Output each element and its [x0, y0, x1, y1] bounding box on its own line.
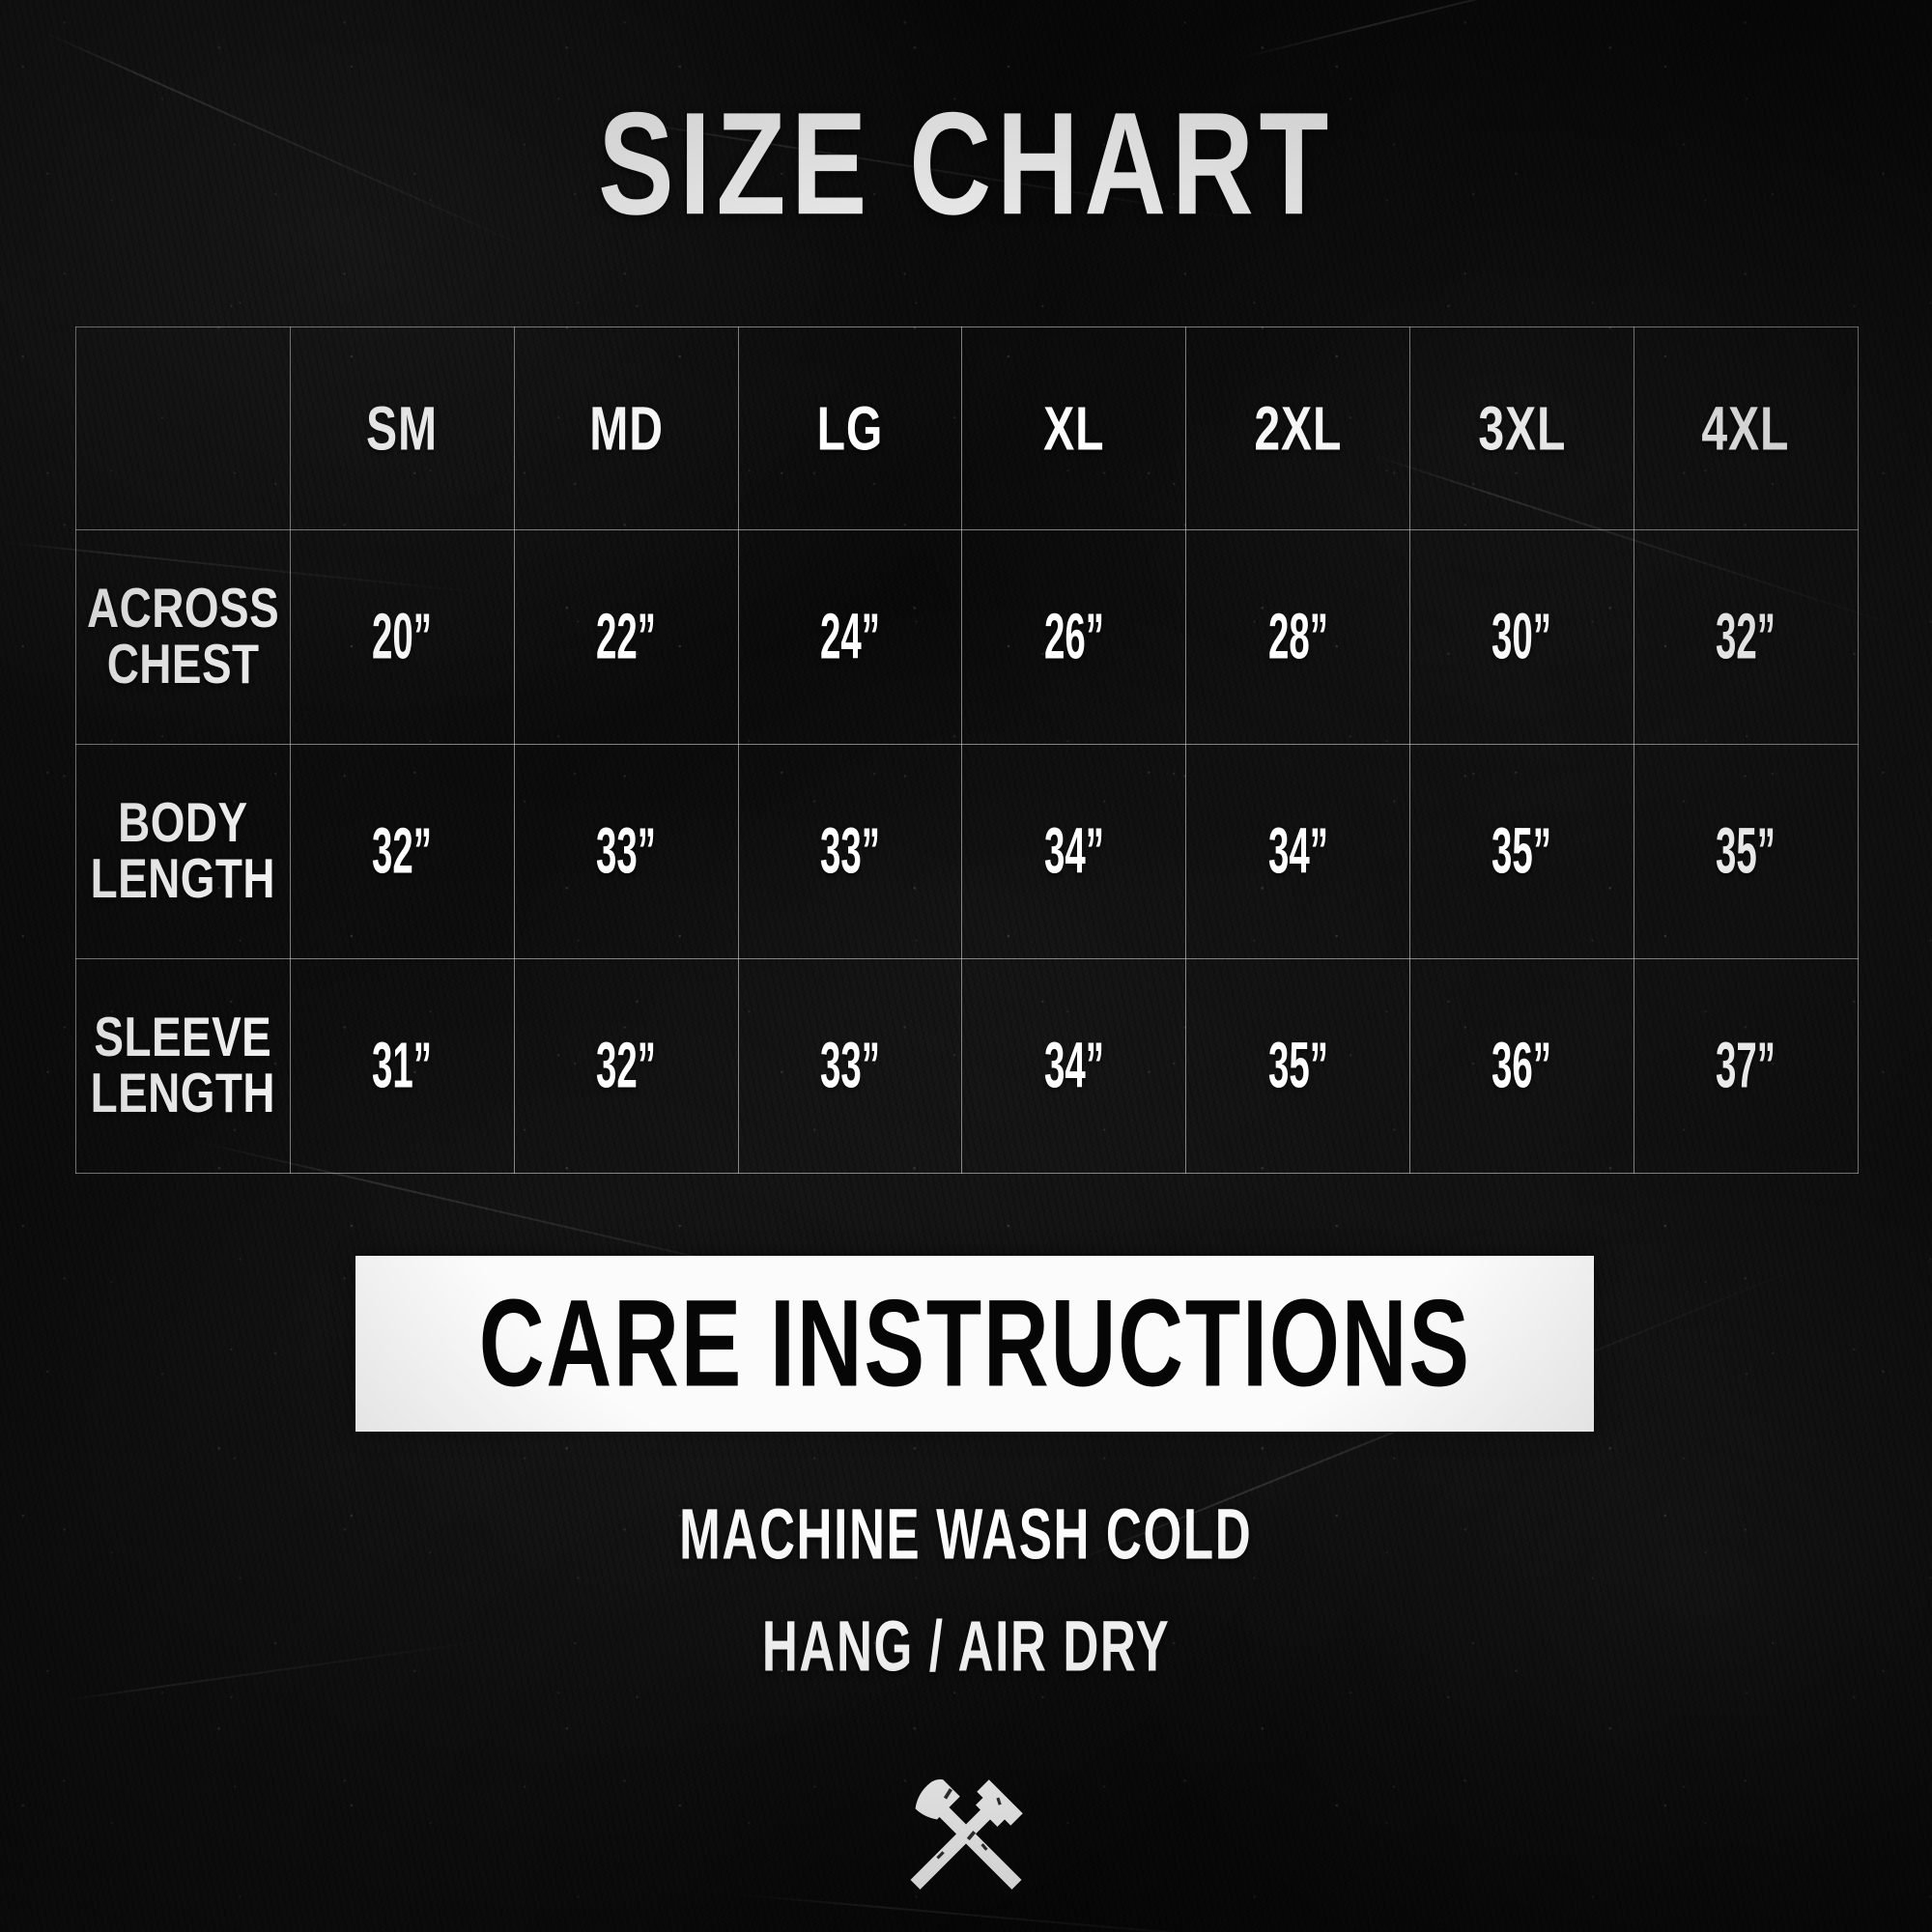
cell-across-chest-xl: 26” [961, 529, 1187, 745]
measure-value: 24” [819, 601, 880, 673]
cell-across-chest-4xl: 32” [1633, 529, 1859, 745]
measure-value: 33” [819, 815, 880, 888]
measure-value: 26” [1043, 601, 1104, 673]
cell-sleeve-length-lg: 33” [737, 958, 963, 1174]
size-label-sm: SM [366, 393, 439, 464]
table-header-row: SM MD LG XL 2XL 3XL 4XL [75, 327, 1859, 530]
measure-value: 34” [1043, 815, 1104, 888]
table-header-cell-3xl: 3XL [1408, 327, 1634, 530]
table-row-across-chest: ACROSS CHEST 20” 22” 24” 26” 28” 30” 32” [75, 529, 1859, 745]
measure-value: 34” [1267, 815, 1328, 888]
row-label-line2: LENGTH [90, 848, 276, 910]
table-header-cell-md: MD [513, 327, 739, 530]
row-label-across-chest: ACROSS CHEST [75, 529, 291, 745]
care-instructions-banner: CARE INSTRUCTIONS [355, 1256, 1594, 1432]
measure-value: 22” [596, 601, 657, 673]
size-label-md: MD [588, 393, 664, 464]
cell-body-length-4xl: 35” [1633, 744, 1859, 959]
measure-value: 37” [1716, 1030, 1776, 1102]
cell-across-chest-2xl: 28” [1185, 529, 1410, 745]
row-label-sleeve-length: SLEEVE LENGTH [75, 958, 291, 1174]
cell-body-length-lg: 33” [737, 744, 963, 959]
table-header-cell-2xl: 2XL [1185, 327, 1410, 530]
care-instructions-title: CARE INSTRUCTIONS [478, 1274, 1471, 1412]
row-label-text: BODY LENGTH [91, 795, 275, 908]
measure-value: 31” [372, 1030, 433, 1102]
table-row-body-length: BODY LENGTH 32” 33” 33” 34” 34” 35” 35” [75, 744, 1859, 959]
cell-body-length-3xl: 35” [1408, 744, 1634, 959]
cell-sleeve-length-2xl: 35” [1185, 958, 1410, 1174]
table-row-sleeve-length: SLEEVE LENGTH 31” 32” 33” 34” 35” 36” 37… [75, 958, 1859, 1174]
size-label-2xl: 2XL [1254, 393, 1343, 464]
page-title: SIZE CHART [598, 82, 1334, 246]
size-label-xl: XL [1043, 393, 1105, 464]
size-label-lg: LG [816, 393, 884, 464]
row-label-line1: BODY [118, 791, 248, 854]
care-instruction-line-2: HANG / AIR DRY [0, 1610, 1932, 1682]
row-label-line1: ACROSS [87, 577, 280, 639]
cell-sleeve-length-sm: 31” [290, 958, 515, 1174]
cell-body-length-2xl: 34” [1185, 744, 1410, 959]
measure-value: 20” [372, 601, 433, 673]
crossed-axe-hammer-icon [894, 1764, 1038, 1909]
measure-value: 36” [1492, 1030, 1552, 1102]
measure-value: 33” [596, 815, 657, 888]
cell-body-length-sm: 32” [290, 744, 515, 959]
measure-value: 35” [1716, 815, 1776, 888]
cell-across-chest-3xl: 30” [1408, 529, 1634, 745]
row-label-line2: LENGTH [90, 1063, 276, 1124]
measure-value: 33” [819, 1030, 880, 1102]
table-header-cell-sm: SM [290, 327, 515, 530]
size-label-4xl: 4XL [1701, 393, 1790, 464]
table-corner-cell [75, 327, 291, 530]
cell-across-chest-md: 22” [513, 529, 739, 745]
measure-value: 32” [372, 815, 433, 888]
measure-value: 28” [1267, 601, 1328, 673]
size-label-3xl: 3XL [1477, 393, 1566, 464]
table-header-cell-lg: LG [737, 327, 963, 530]
cell-across-chest-sm: 20” [290, 529, 515, 745]
cell-sleeve-length-4xl: 37” [1633, 958, 1859, 1174]
measure-value: 32” [596, 1030, 657, 1102]
table-header-cell-xl: XL [961, 327, 1187, 530]
table-header-cell-4xl: 4XL [1633, 327, 1859, 530]
cell-sleeve-length-xl: 34” [961, 958, 1187, 1174]
care-instruction-text: HANG / AIR DRY [761, 1605, 1171, 1687]
measure-value: 32” [1716, 601, 1776, 673]
row-label-text: ACROSS CHEST [87, 581, 279, 694]
measure-value: 30” [1492, 601, 1552, 673]
row-label-text: SLEEVE LENGTH [91, 1009, 275, 1122]
size-chart-table: SM MD LG XL 2XL 3XL 4XL ACROSS CHEST 20”… [75, 327, 1859, 1174]
row-label-line1: SLEEVE [94, 1006, 272, 1068]
measure-value: 35” [1492, 815, 1552, 888]
care-instruction-line-1: MACHINE WASH COLD [0, 1498, 1932, 1570]
measure-value: 35” [1267, 1030, 1328, 1102]
cell-sleeve-length-3xl: 36” [1408, 958, 1634, 1174]
cell-across-chest-lg: 24” [737, 529, 963, 745]
cell-body-length-xl: 34” [961, 744, 1187, 959]
row-label-line2: CHEST [106, 634, 260, 696]
care-instruction-text: MACHINE WASH COLD [679, 1493, 1253, 1575]
measure-value: 34” [1043, 1030, 1104, 1102]
cell-body-length-md: 33” [513, 744, 739, 959]
row-label-body-length: BODY LENGTH [75, 744, 291, 959]
cell-sleeve-length-md: 32” [513, 958, 739, 1174]
